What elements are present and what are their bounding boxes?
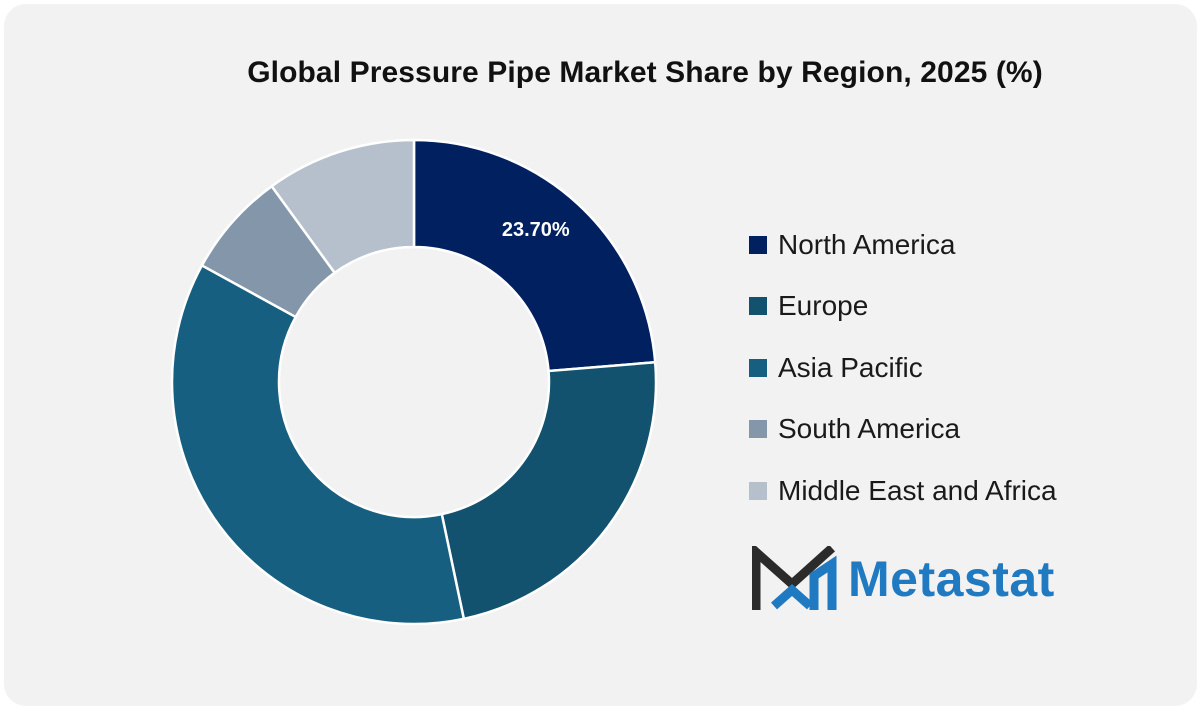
legend-swatch: [749, 358, 767, 377]
legend-item: Middle East and Africa: [749, 460, 1057, 522]
metastat-logo: Metastat: [752, 546, 1055, 612]
donut-slice-europe: [440, 360, 658, 621]
legend-label: Asia Pacific: [778, 351, 923, 383]
legend-item: South America: [749, 399, 1057, 461]
legend-label: North America: [778, 228, 956, 260]
donut-slice-north-america: [412, 138, 657, 373]
legend-label: Middle East and Africa: [778, 474, 1057, 506]
chart-title: Global Pressure Pipe Market Share by Reg…: [247, 56, 1043, 89]
donut-chart: 23.70%: [170, 138, 658, 626]
data-label-north-america: 23.70%: [502, 219, 570, 241]
logo-text: Metastat: [848, 551, 1055, 607]
legend-swatch: [749, 420, 767, 439]
legend-item: North America: [749, 214, 1057, 276]
donut-data-labels: 23.70%: [502, 219, 570, 241]
legend-item: Europe: [749, 276, 1057, 338]
legend-swatch: [749, 235, 767, 254]
legend-swatch: [749, 297, 767, 316]
legend-label: South America: [778, 413, 961, 445]
donut-slices: [170, 138, 658, 626]
legend-item: Asia Pacific: [749, 337, 1057, 399]
metastat-m-logo-icon: [752, 546, 837, 610]
donut-slice-middle-east-and-africa: [270, 138, 416, 275]
donut-slice-asia-pacific: [170, 263, 466, 626]
chart-card: Global Pressure Pipe Market Share by Reg…: [4, 4, 1197, 706]
legend-swatch: [749, 481, 767, 500]
legend-label: Europe: [778, 290, 869, 322]
chart-legend: North America Europe Asia Pacific South Ame…: [749, 214, 1057, 522]
